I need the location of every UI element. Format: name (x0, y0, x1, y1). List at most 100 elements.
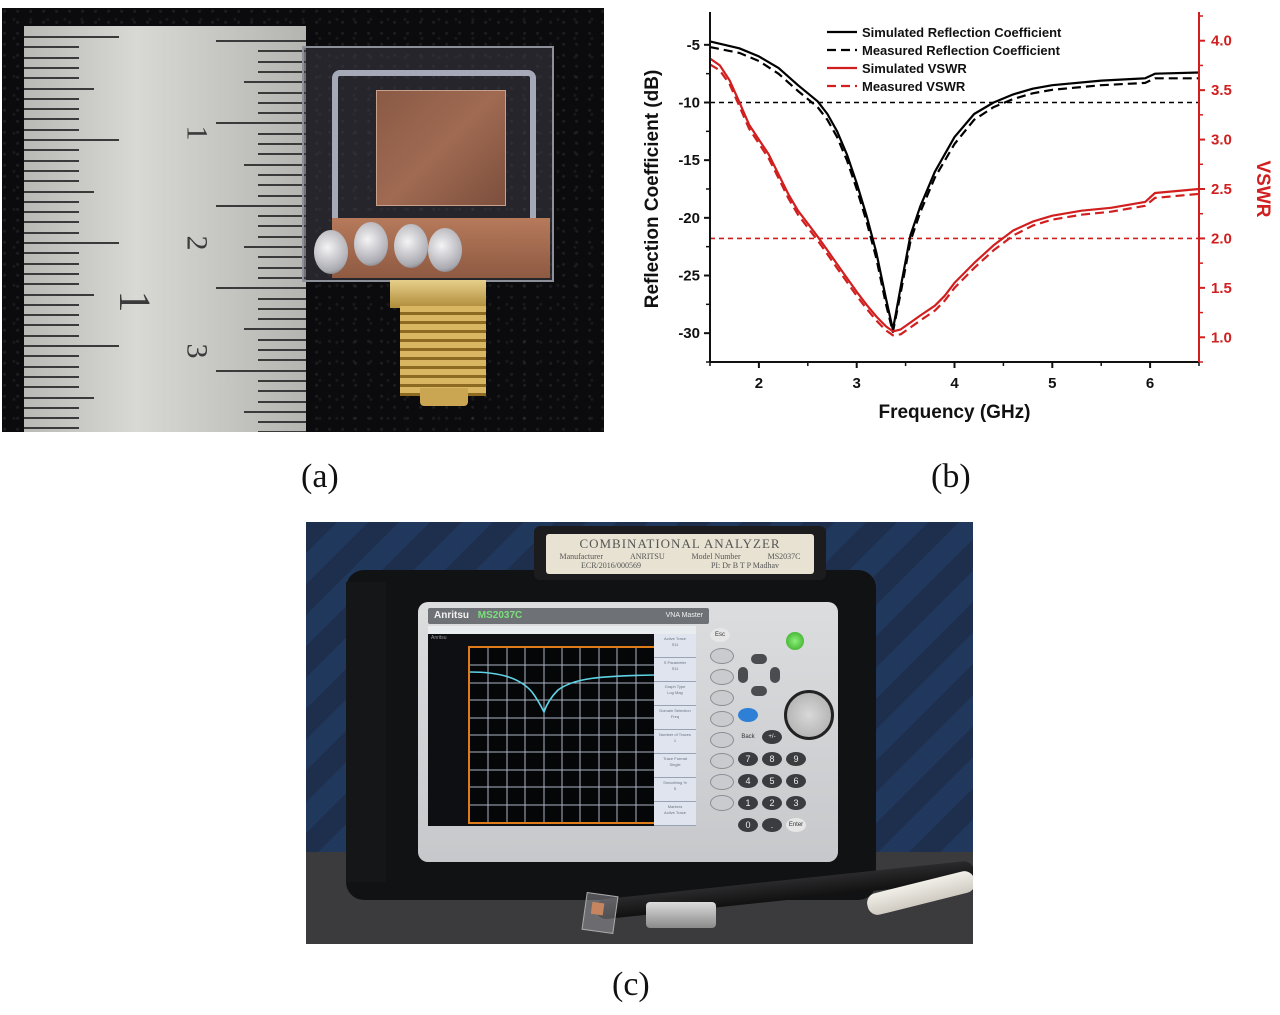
side-softkey-button[interactable] (710, 753, 734, 769)
back-key[interactable]: Back (738, 730, 758, 744)
side-softkey-button[interactable] (710, 732, 734, 748)
ruler-tick (258, 143, 306, 145)
rotary-knob[interactable] (784, 690, 834, 740)
ruler-number: 1 (180, 125, 214, 141)
ruler-tick (258, 70, 306, 73)
ruler-tick (258, 194, 306, 197)
digit-key[interactable]: 9 (786, 752, 806, 766)
status-panel (430, 648, 466, 698)
esc-key[interactable]: Esc (710, 628, 730, 642)
ruler-tick (258, 297, 306, 300)
caption-a: (a) (301, 458, 339, 495)
side-softkey-button[interactable] (710, 795, 734, 811)
ruler-tick (258, 256, 306, 259)
y-tick-label: -20 (678, 210, 700, 227)
softkey[interactable]: Domain Selection Freq (654, 706, 696, 730)
ruler-tick (24, 66, 79, 69)
digit-key[interactable]: 1 (738, 796, 758, 810)
series-line (709, 57, 1200, 333)
x-tick-label: 6 (1146, 375, 1154, 392)
label-title: COMBINATIONAL ANALYZER (579, 536, 781, 551)
ruler-tick (216, 204, 306, 207)
digit-key[interactable]: 6 (786, 774, 806, 788)
ruler-tick (244, 410, 306, 413)
model-name: MS2037C (477, 610, 523, 621)
digit-key[interactable]: 8 (762, 752, 782, 766)
ruler-tick (258, 338, 306, 341)
ruler-tick (24, 272, 79, 275)
ruler-tick (24, 180, 79, 183)
s11-plot (468, 646, 656, 824)
legend-label: Simulated VSWR (862, 61, 967, 76)
screen-brand: Anritsu (431, 635, 447, 641)
softkey[interactable]: S Parameter S11 (654, 658, 696, 682)
ruler-tick (24, 324, 79, 327)
ruler-tick (244, 163, 306, 166)
ruler-tick (24, 36, 119, 38)
side-softkey-button[interactable] (710, 690, 734, 706)
digit-key[interactable]: . (762, 818, 782, 832)
digit-key[interactable]: 4 (738, 774, 758, 788)
ruler-tick (24, 159, 79, 162)
ruler-tick (24, 128, 79, 131)
side-softkey-button[interactable] (710, 711, 734, 727)
analyzer-screen: Anritsu Active Trace S11 S Parameter S11 Gra… (428, 626, 696, 826)
digit-key[interactable]: 2 (762, 796, 782, 810)
softkey[interactable]: Graph Type Log Mag (654, 682, 696, 706)
ruler-tick (24, 200, 79, 203)
digit-key[interactable]: 5 (762, 774, 782, 788)
solder-joint (354, 222, 388, 266)
x-tick-label: 4 (950, 375, 959, 392)
digit-key[interactable]: 7 (738, 752, 758, 766)
plus-minus-key[interactable]: +/- (762, 730, 782, 744)
ruler-tick (24, 293, 94, 296)
softkey[interactable]: Trace Format Single (654, 754, 696, 778)
softkey[interactable]: Number of Traces 1 (654, 730, 696, 754)
ruler-tick (244, 81, 306, 84)
x-axis-label: Frequency (GHz) (878, 402, 1030, 423)
y-tick-label: -25 (678, 268, 700, 285)
y2-axis-label: VSWR (1252, 161, 1273, 218)
ruler-tick (258, 153, 306, 156)
y2-tick-label: 1.5 (1211, 280, 1232, 297)
softkey[interactable]: Active Trace S11 (654, 634, 696, 658)
softkey[interactable]: Markers Active Trace (654, 802, 696, 826)
dpad-arrows[interactable] (736, 652, 782, 698)
ruler-tick (24, 355, 79, 358)
sma-connector-tip (420, 388, 468, 406)
measurement-setup-photo: COMBINATIONAL ANALYZER Manufacturer ANRI… (306, 522, 973, 944)
ruler-tick (24, 221, 79, 224)
x-tick-label: 3 (853, 375, 861, 392)
ruler-tick (216, 369, 306, 372)
antenna-under-test (581, 891, 619, 935)
ruler-tick (24, 375, 79, 378)
ruler-tick (216, 287, 306, 290)
ruler-tick (24, 262, 79, 265)
side-softkey-button[interactable] (710, 648, 734, 664)
brand-bar: Anritsu MS2037C VNA Master (428, 608, 709, 624)
side-softkey-button[interactable] (710, 669, 734, 685)
ruler-tick (24, 242, 119, 244)
solder-joint (428, 228, 462, 272)
y2-tick-label: 1.0 (1211, 329, 1232, 346)
ruler-tick (24, 149, 79, 152)
ruler-tick (24, 139, 119, 141)
enter-key[interactable]: Enter (786, 818, 806, 832)
power-button[interactable] (786, 632, 804, 650)
ruler-tick (24, 97, 79, 100)
digit-key[interactable]: 3 (786, 796, 806, 810)
case-strap (346, 582, 386, 882)
softkey[interactable]: Smoothing % 5 (654, 778, 696, 802)
ruler-tick (24, 231, 79, 234)
side-softkey-button[interactable] (710, 774, 734, 790)
antenna-prototype-photo: 1 2 3 1 (2, 8, 604, 432)
shift-key[interactable] (738, 708, 758, 722)
solder-joint (314, 230, 348, 274)
digit-key[interactable]: 0 (738, 818, 758, 832)
ruler-tick (258, 91, 306, 94)
y-tick-label: -15 (678, 152, 700, 169)
reflection-vswr-chart: 2 3 4 5 6 -5 -10 -15 -20 -25 -30 1.0 1.5 2.0 2.5 3.0 3.5… (640, 0, 1280, 440)
ruler-tick (258, 50, 306, 53)
label-manufacturer: ANRITSU (629, 552, 665, 561)
ruler-tick (258, 359, 306, 362)
